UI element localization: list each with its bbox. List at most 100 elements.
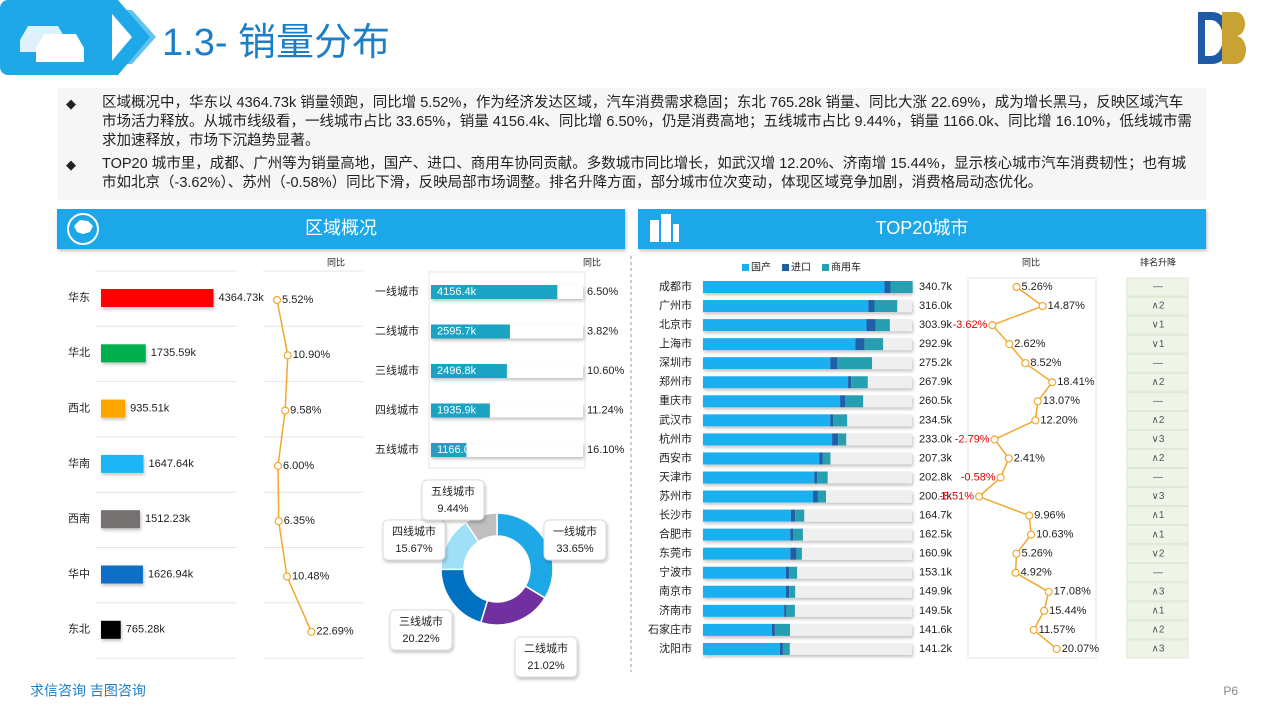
rank-cell: [1126, 563, 1189, 583]
growth-label: 9.96%: [1034, 510, 1065, 522]
map-icon: [74, 220, 93, 234]
total-label: 149.5k: [919, 605, 953, 617]
bar-segment: [844, 395, 864, 408]
column-header: 排名升降: [1140, 256, 1176, 267]
callout-name: 五线城市: [431, 484, 475, 498]
total-label: 275.2k: [919, 357, 953, 369]
chevron: [100, 0, 150, 75]
category-label: 西安市: [659, 450, 692, 464]
bar-segment: [790, 528, 794, 541]
growth-label: 12.20%: [1040, 414, 1078, 426]
callout: [421, 479, 485, 521]
bar-track: [431, 443, 583, 457]
category-label: 武汉市: [659, 412, 692, 426]
rank-cell: [1126, 601, 1189, 621]
bar-segment: [703, 585, 786, 598]
growth-label: 2.41%: [1014, 452, 1045, 464]
category-label: 华中: [68, 566, 90, 580]
rank-label: ∨2: [1152, 548, 1165, 559]
bar-segment: [703, 414, 831, 427]
column-header: 同比: [583, 256, 601, 267]
value-label: 935.51k: [130, 403, 170, 415]
grid-box: [967, 277, 1097, 659]
callout-name: 二线城市: [524, 641, 568, 655]
bar-segment: [790, 509, 796, 522]
value-label: 1647.64k: [148, 458, 194, 470]
rank-label: ∧2: [1152, 625, 1165, 636]
bar-segment: [785, 585, 790, 598]
value-label: 4364.73k: [219, 292, 265, 304]
growth-point: [282, 572, 292, 581]
rank-cell: [1126, 544, 1189, 564]
growth-label: 10.48%: [292, 570, 330, 582]
rank-label: ∧2: [1152, 415, 1165, 426]
category-label: 二线城市: [375, 323, 419, 337]
callout: [514, 636, 578, 678]
rank-label: ∧1: [1152, 605, 1165, 616]
column-header: 同比: [327, 256, 345, 267]
rank-cell: [1126, 296, 1189, 316]
growth-label: 5.26%: [1021, 281, 1052, 293]
callout-value: 15.67%: [395, 543, 433, 555]
rank-label: —: [1153, 472, 1163, 483]
panel-header: [57, 209, 625, 249]
category-label: 深圳市: [659, 355, 692, 369]
bar: [431, 364, 507, 378]
bar: [101, 565, 143, 584]
bar: [101, 399, 126, 418]
bar-segment: [703, 281, 885, 293]
bar-segment: [837, 357, 873, 370]
bar-segment: [782, 642, 790, 655]
bar-segment: [703, 547, 791, 560]
bar: [431, 403, 490, 418]
bar-segment: [866, 319, 876, 332]
total-label: 260.5k: [919, 395, 953, 407]
total-label: 202.8k: [919, 471, 953, 483]
total-label: 200.1k: [919, 490, 953, 502]
rank-cell: [1126, 410, 1189, 430]
growth-point: [1052, 644, 1061, 654]
bar-segment: [884, 281, 891, 293]
rank-label: ∨3: [1152, 434, 1165, 445]
category-label: 杭州市: [659, 431, 692, 445]
rank-cell: [1126, 277, 1189, 297]
growth-point: [988, 321, 997, 330]
total-label: 153.1k: [919, 567, 953, 579]
growth-point: [1038, 301, 1047, 311]
growth-point: [1033, 397, 1042, 406]
bar-segment: [771, 623, 775, 636]
growth-label: 14.87%: [1048, 300, 1086, 312]
value-label: 2595.7k: [437, 325, 477, 337]
bar: [431, 285, 558, 299]
callout-name: 三线城市: [399, 614, 443, 628]
total-label: 267.9k: [919, 376, 953, 388]
building-icon: [650, 214, 679, 242]
bar-segment: [796, 547, 802, 560]
footer-brand: 求信咨询 吉图咨询: [30, 683, 146, 699]
bar-segment: [832, 433, 839, 446]
bar-segment: [785, 604, 795, 617]
growth-line: [977, 286, 1058, 650]
growth-point: [990, 435, 999, 444]
growth-point: [974, 492, 984, 501]
value-label: 1626.94k: [148, 568, 194, 580]
growth-label: 9.58%: [290, 405, 321, 417]
category-label: 上海市: [659, 336, 692, 350]
legend-label: 商用车: [831, 261, 861, 274]
growth-point: [1025, 511, 1034, 520]
bar-segment: [790, 547, 797, 560]
total-label: 141.2k: [919, 643, 953, 655]
category-label: 苏州市: [659, 488, 692, 502]
legend-swatch: [782, 264, 789, 271]
bar-segment: [855, 338, 865, 351]
growth-label: 22.69%: [316, 626, 354, 638]
rank-cell: [1126, 315, 1189, 335]
growth-point: [1004, 454, 1013, 463]
rank-label: ∧2: [1152, 301, 1165, 312]
growth-label: 11.24%: [587, 404, 624, 416]
bar-segment: [833, 414, 848, 427]
rank-label: ∨1: [1152, 339, 1165, 350]
bar-segment: [817, 490, 827, 503]
category-label: 成都市: [659, 279, 692, 293]
total-label: 149.9k: [919, 586, 953, 598]
